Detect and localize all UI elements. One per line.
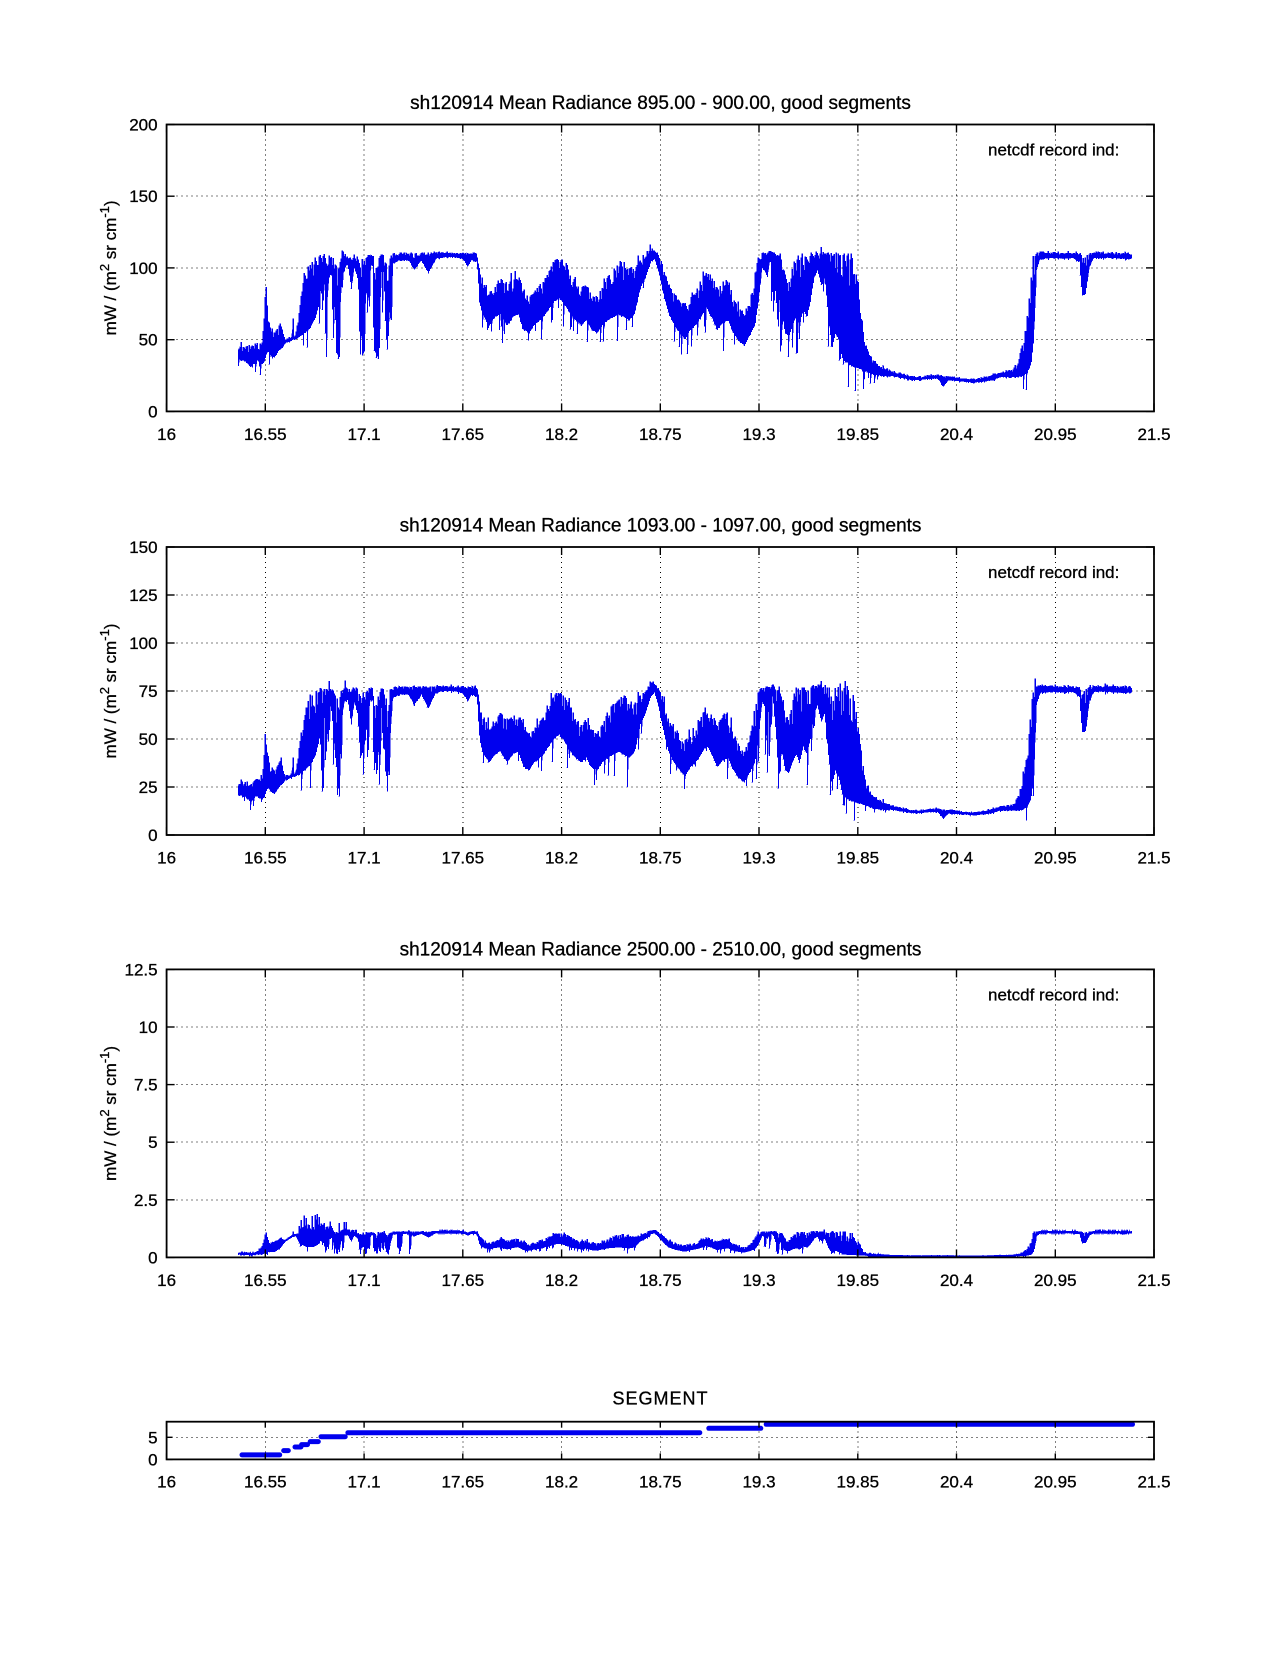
svg-text:5: 5 bbox=[148, 1428, 157, 1447]
svg-text:7.5: 7.5 bbox=[134, 1076, 158, 1095]
svg-text:10: 10 bbox=[139, 1018, 158, 1037]
svg-text:0: 0 bbox=[148, 826, 157, 845]
svg-text:20.95: 20.95 bbox=[1034, 1473, 1077, 1492]
svg-text:100: 100 bbox=[129, 259, 157, 278]
svg-text:17.1: 17.1 bbox=[348, 849, 381, 868]
svg-text:25: 25 bbox=[139, 778, 158, 797]
svg-text:20.4: 20.4 bbox=[940, 425, 973, 444]
svg-text:150: 150 bbox=[129, 538, 157, 557]
svg-text:19.3: 19.3 bbox=[742, 425, 775, 444]
svg-text:21.5: 21.5 bbox=[1137, 1473, 1170, 1492]
svg-text:5: 5 bbox=[148, 1133, 157, 1152]
svg-text:16: 16 bbox=[157, 1473, 176, 1492]
svg-text:18.75: 18.75 bbox=[639, 425, 682, 444]
svg-text:sh120914 Mean Radiance 2500.00: sh120914 Mean Radiance 2500.00 - 2510.00… bbox=[400, 939, 922, 960]
svg-text:20.4: 20.4 bbox=[940, 849, 973, 868]
svg-text:sh120914 Mean Radiance 895.00: sh120914 Mean Radiance 895.00 - 900.00, … bbox=[410, 93, 911, 114]
svg-text:0: 0 bbox=[148, 1450, 157, 1469]
svg-text:19.85: 19.85 bbox=[837, 1473, 880, 1492]
svg-text:18.2: 18.2 bbox=[545, 1473, 578, 1492]
svg-text:50: 50 bbox=[139, 331, 158, 350]
svg-text:mW / (m2 sr cm-1): mW / (m2 sr cm-1) bbox=[97, 624, 120, 759]
svg-text:200: 200 bbox=[129, 116, 157, 135]
svg-text:16.55: 16.55 bbox=[244, 849, 287, 868]
svg-text:16.55: 16.55 bbox=[244, 425, 287, 444]
svg-text:17.65: 17.65 bbox=[442, 849, 485, 868]
svg-text:19.3: 19.3 bbox=[742, 849, 775, 868]
svg-text:16: 16 bbox=[157, 849, 176, 868]
svg-text:21.5: 21.5 bbox=[1137, 425, 1170, 444]
svg-text:SEGMENT: SEGMENT bbox=[612, 1389, 708, 1409]
svg-text:18.2: 18.2 bbox=[545, 1271, 578, 1290]
svg-text:20.95: 20.95 bbox=[1034, 425, 1077, 444]
svg-text:75: 75 bbox=[139, 682, 158, 701]
svg-text:19.3: 19.3 bbox=[742, 1473, 775, 1492]
svg-text:17.65: 17.65 bbox=[442, 425, 485, 444]
svg-text:16.55: 16.55 bbox=[244, 1271, 287, 1290]
svg-text:20.95: 20.95 bbox=[1034, 849, 1077, 868]
svg-text:17.65: 17.65 bbox=[442, 1473, 485, 1492]
svg-text:20.95: 20.95 bbox=[1034, 1271, 1077, 1290]
svg-text:netcdf record ind:: netcdf record ind: bbox=[988, 985, 1119, 1004]
svg-text:125: 125 bbox=[129, 586, 157, 605]
svg-text:150: 150 bbox=[129, 187, 157, 206]
svg-text:sh120914 Mean Radiance 1093.00: sh120914 Mean Radiance 1093.00 - 1097.00… bbox=[400, 516, 922, 537]
svg-text:19.85: 19.85 bbox=[837, 849, 880, 868]
svg-text:16: 16 bbox=[157, 425, 176, 444]
svg-text:18.75: 18.75 bbox=[639, 1271, 682, 1290]
svg-text:2.5: 2.5 bbox=[134, 1191, 158, 1210]
svg-text:100: 100 bbox=[129, 634, 157, 653]
svg-text:17.1: 17.1 bbox=[348, 1473, 381, 1492]
svg-text:mW / (m2 sr cm-1): mW / (m2 sr cm-1) bbox=[97, 200, 120, 335]
svg-text:mW / (m2 sr cm-1): mW / (m2 sr cm-1) bbox=[97, 1046, 120, 1181]
svg-text:20.4: 20.4 bbox=[940, 1473, 973, 1492]
svg-text:18.2: 18.2 bbox=[545, 425, 578, 444]
svg-text:17.1: 17.1 bbox=[348, 1271, 381, 1290]
svg-text:18.75: 18.75 bbox=[639, 849, 682, 868]
svg-text:50: 50 bbox=[139, 730, 158, 749]
svg-text:19.85: 19.85 bbox=[837, 425, 880, 444]
svg-text:16.55: 16.55 bbox=[244, 1473, 287, 1492]
svg-text:12.5: 12.5 bbox=[125, 960, 158, 979]
svg-text:19.3: 19.3 bbox=[742, 1271, 775, 1290]
svg-text:netcdf record ind:: netcdf record ind: bbox=[988, 141, 1119, 160]
svg-text:16: 16 bbox=[157, 1271, 176, 1290]
svg-text:20.4: 20.4 bbox=[940, 1271, 973, 1290]
svg-text:21.5: 21.5 bbox=[1137, 1271, 1170, 1290]
svg-text:18.2: 18.2 bbox=[545, 849, 578, 868]
svg-text:21.5: 21.5 bbox=[1137, 849, 1170, 868]
svg-text:0: 0 bbox=[148, 1248, 157, 1267]
svg-text:17.65: 17.65 bbox=[442, 1271, 485, 1290]
svg-text:0: 0 bbox=[148, 402, 157, 421]
svg-text:18.75: 18.75 bbox=[639, 1473, 682, 1492]
svg-text:17.1: 17.1 bbox=[348, 425, 381, 444]
svg-text:netcdf record ind:: netcdf record ind: bbox=[988, 563, 1119, 582]
svg-text:19.85: 19.85 bbox=[837, 1271, 880, 1290]
